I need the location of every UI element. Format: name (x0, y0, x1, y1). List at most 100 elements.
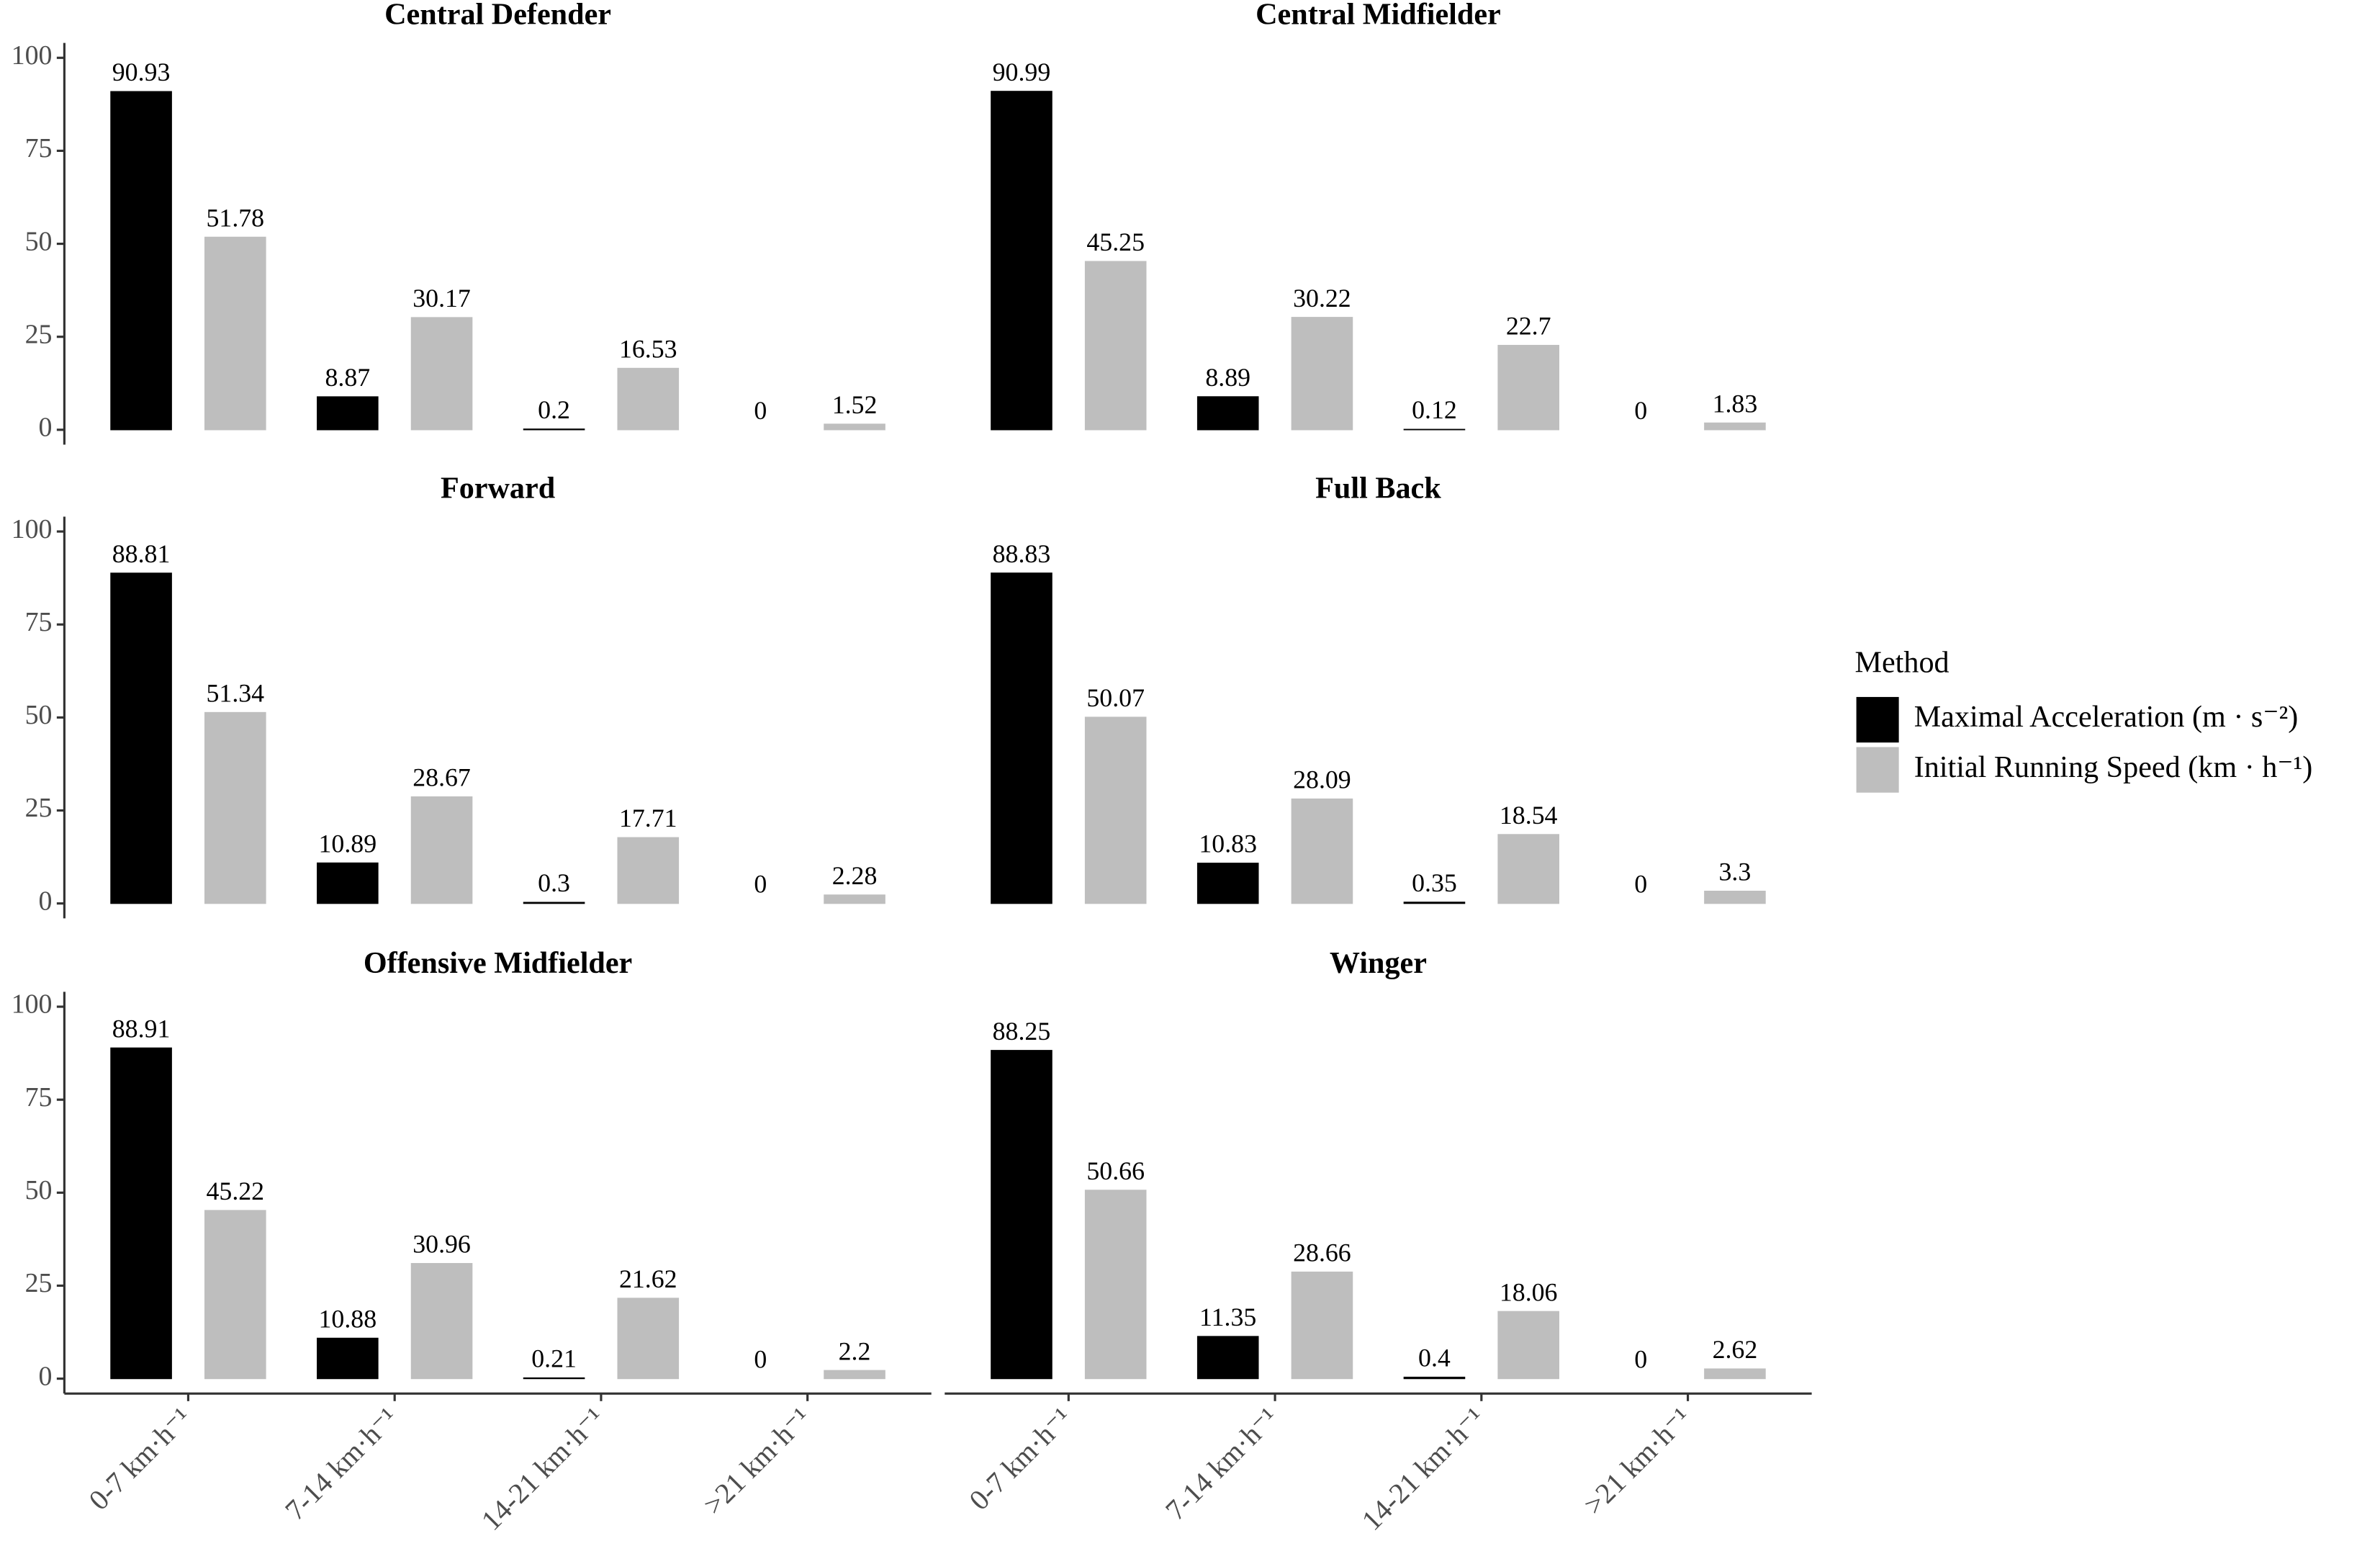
value-label: 30.96 (413, 1230, 471, 1259)
bar (410, 796, 473, 904)
y-tick-label: 25 (25, 1268, 53, 1298)
bar (617, 837, 680, 904)
value-label: 8.87 (325, 363, 370, 392)
value-label: 30.17 (413, 284, 471, 313)
value-label: 50.66 (1086, 1156, 1145, 1185)
bar (1196, 1336, 1259, 1380)
value-label: 0 (1634, 870, 1647, 899)
x-tick-label: 14-21 km·h⁻¹ (1355, 1401, 1490, 1537)
value-label: 21.62 (619, 1264, 677, 1293)
bar (824, 894, 885, 904)
y-tick-label: 75 (25, 607, 53, 637)
value-label: 88.81 (112, 539, 171, 568)
y-tick-label: 75 (25, 1082, 53, 1113)
bar (824, 1370, 885, 1380)
y-tick-label: 25 (25, 319, 53, 349)
value-label: 0 (754, 870, 767, 899)
value-label: 0 (754, 1345, 767, 1374)
value-label: 45.22 (206, 1177, 264, 1205)
legend-label: Initial Running Speed (km · h⁻¹) (1914, 750, 2313, 784)
bar (523, 902, 585, 904)
value-label: 10.88 (319, 1304, 377, 1333)
bar (1403, 428, 1466, 431)
bar (1291, 1271, 1353, 1380)
value-label: 18.06 (1500, 1277, 1558, 1306)
value-label: 0 (1634, 1345, 1647, 1374)
bar (204, 1210, 266, 1380)
bar (317, 862, 379, 904)
value-label: 51.78 (206, 203, 264, 232)
panel-title: Offensive Midfielder (364, 946, 632, 980)
bar (1196, 863, 1259, 904)
value-label: 0 (1634, 396, 1647, 425)
value-label: 2.28 (832, 861, 878, 890)
bar (1291, 317, 1353, 431)
value-label: 28.67 (413, 763, 471, 792)
value-label: 28.66 (1293, 1239, 1351, 1267)
x-tick-label: >21 km·h⁻¹ (697, 1401, 816, 1521)
bar (1704, 422, 1766, 431)
y-tick-label: 50 (25, 1175, 53, 1205)
value-label: 10.89 (319, 829, 377, 858)
y-tick-label: 100 (12, 514, 53, 544)
bar (1084, 1190, 1147, 1380)
y-tick-label: 50 (25, 226, 53, 256)
bar (110, 1047, 172, 1380)
value-label: 16.53 (619, 334, 677, 363)
y-tick-label: 50 (25, 700, 53, 730)
bar (1704, 890, 1766, 904)
bar (523, 428, 585, 431)
y-tick-label: 0 (39, 1361, 53, 1391)
value-label: 90.93 (112, 58, 171, 86)
legend-key (1856, 696, 1899, 743)
bar (1084, 261, 1147, 431)
value-label: 88.91 (112, 1014, 171, 1043)
bar (410, 317, 473, 431)
y-tick-label: 25 (25, 793, 53, 823)
value-label: 51.34 (206, 678, 264, 707)
legend-label: Maximal Acceleration (m · s⁻²) (1914, 700, 2299, 734)
bar (317, 1337, 379, 1380)
x-tick-label: 14-21 km·h⁻¹ (475, 1401, 610, 1537)
value-label: 11.35 (1199, 1303, 1256, 1331)
value-label: 10.83 (1199, 830, 1257, 858)
x-tick-label: 0-7 km·h⁻¹ (82, 1401, 197, 1516)
x-tick-label: >21 km·h⁻¹ (1577, 1401, 1697, 1521)
bar (110, 91, 172, 431)
bar (824, 423, 885, 431)
value-label: 90.99 (993, 58, 1051, 86)
bar (110, 572, 172, 904)
value-label: 3.3 (1719, 858, 1752, 886)
panel-title: Winger (1330, 946, 1427, 980)
x-tick-label: 0-7 km·h⁻¹ (963, 1401, 1078, 1516)
value-label: 0.3 (538, 868, 570, 897)
value-label: 0.12 (1412, 395, 1457, 424)
bar (1497, 1311, 1559, 1380)
value-label: 30.22 (1293, 284, 1351, 313)
value-label: 1.83 (1713, 389, 1758, 418)
bar (523, 1377, 585, 1380)
panel-title: Central Defender (384, 0, 611, 31)
value-label: 22.7 (1506, 312, 1551, 341)
bar (617, 367, 680, 431)
value-label: 0.4 (1418, 1344, 1451, 1372)
bar (204, 711, 266, 904)
bar (317, 396, 379, 431)
y-tick-label: 100 (12, 40, 53, 71)
bar (617, 1298, 680, 1380)
bar (1403, 902, 1466, 904)
value-label: 0 (754, 396, 767, 425)
bar (991, 572, 1052, 904)
value-label: 0.21 (531, 1344, 577, 1373)
value-label: 50.07 (1086, 683, 1145, 712)
bar (410, 1263, 473, 1380)
y-tick-label: 0 (39, 886, 53, 916)
panel-title: Central Midfielder (1256, 0, 1501, 31)
value-label: 1.52 (832, 390, 878, 419)
value-label: 2.2 (839, 1336, 871, 1365)
bar (991, 91, 1052, 431)
y-tick-label: 0 (39, 413, 53, 443)
value-label: 45.25 (1086, 228, 1145, 256)
panel-title: Full Back (1315, 471, 1441, 505)
